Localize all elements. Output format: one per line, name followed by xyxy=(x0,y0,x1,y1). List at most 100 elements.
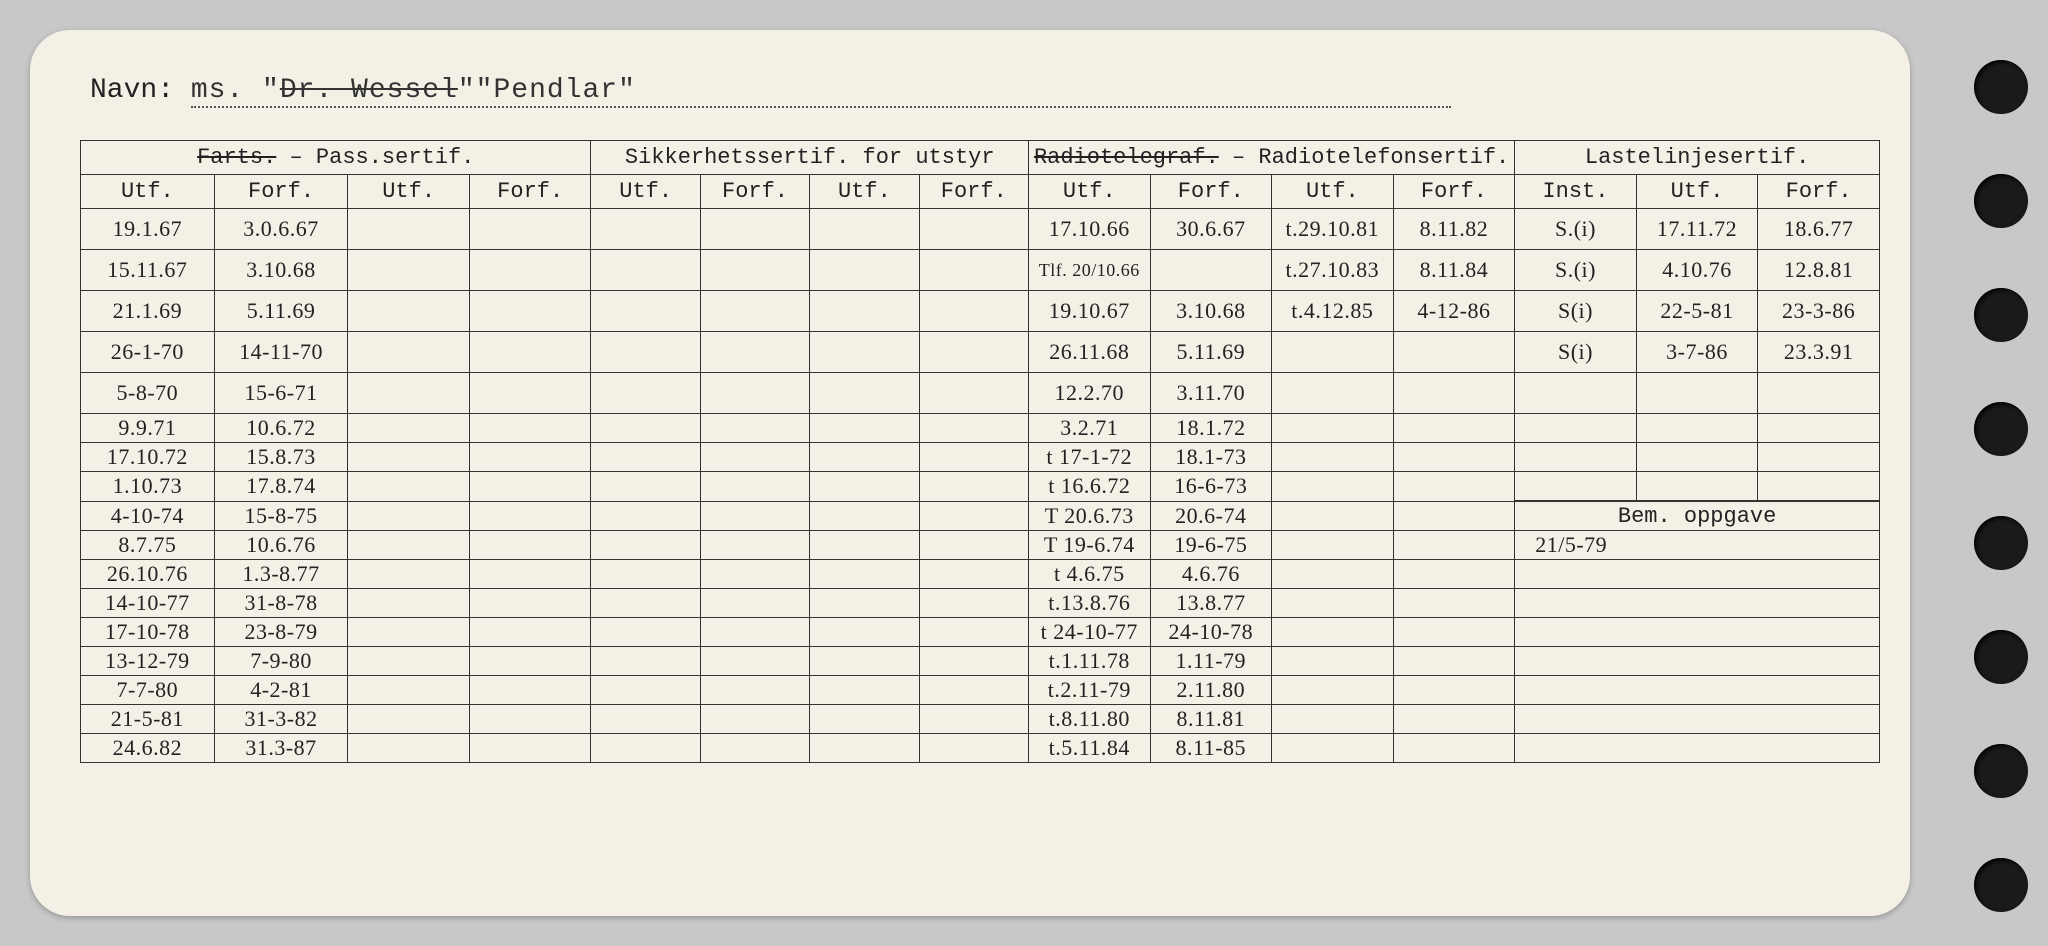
cell: 23.3.91 xyxy=(1758,332,1880,373)
cell xyxy=(348,501,470,531)
hdr-radio: Radiotelegraf. – Radiotelefonsertif. xyxy=(1029,141,1515,175)
cell: 18.6.77 xyxy=(1758,209,1880,250)
cell xyxy=(591,414,700,443)
cell: 31.3-87 xyxy=(214,734,348,763)
cell: 8.11.82 xyxy=(1393,209,1515,250)
cell: 31-8-78 xyxy=(214,589,348,618)
cell xyxy=(1393,734,1515,763)
table-row: 1.10.7317.8.74t 16.6.7216-6-73 xyxy=(81,472,1880,502)
cell: 13.8.77 xyxy=(1150,589,1272,618)
cell xyxy=(1393,647,1515,676)
cell xyxy=(1272,647,1394,676)
cell: 19.1.67 xyxy=(81,209,215,250)
cell: 3.10.68 xyxy=(1150,291,1272,332)
cell: 12.2.70 xyxy=(1029,373,1151,414)
cell: 5.11.69 xyxy=(1150,332,1272,373)
hdr-utf: Utf. xyxy=(348,175,470,209)
cell xyxy=(919,589,1028,618)
cell xyxy=(810,501,919,531)
cell: 16-6-73 xyxy=(1150,472,1272,502)
cell xyxy=(591,209,700,250)
cell xyxy=(1515,443,1637,472)
navn-line: Navn: ms. "Dr. Wessel""Pendlar" xyxy=(90,75,1451,108)
cell xyxy=(1515,472,1637,502)
cell xyxy=(919,676,1028,705)
cell: 24.6.82 xyxy=(81,734,215,763)
cell xyxy=(919,531,1028,560)
cell xyxy=(348,414,470,443)
cell: 8.11.84 xyxy=(1393,250,1515,291)
cell xyxy=(700,209,809,250)
cell xyxy=(348,676,470,705)
cell xyxy=(469,501,591,531)
cell xyxy=(700,618,809,647)
cell xyxy=(1758,472,1880,502)
cell xyxy=(348,618,470,647)
cell: 21-5-81 xyxy=(81,705,215,734)
cell: t.2.11-79 xyxy=(1029,676,1151,705)
cell: Tlf. 20/10.66 xyxy=(1029,250,1151,291)
cell: 2.11.80 xyxy=(1150,676,1272,705)
cell xyxy=(1393,472,1515,502)
cell: 18.1.72 xyxy=(1150,414,1272,443)
cell xyxy=(700,705,809,734)
cell xyxy=(810,705,919,734)
cell xyxy=(1393,414,1515,443)
cell xyxy=(700,414,809,443)
cell xyxy=(591,589,700,618)
cell: 14-10-77 xyxy=(81,589,215,618)
cell xyxy=(919,501,1028,531)
hdr-forf: Forf. xyxy=(214,175,348,209)
cell xyxy=(700,647,809,676)
cell xyxy=(469,291,591,332)
hdr-pass: Farts. – Pass.sertif. xyxy=(81,141,591,175)
cell: 5-8-70 xyxy=(81,373,215,414)
hdr-forf: Forf. xyxy=(700,175,809,209)
cell xyxy=(1393,332,1515,373)
cell xyxy=(591,676,700,705)
cell xyxy=(591,560,700,589)
cell xyxy=(1272,443,1394,472)
cell xyxy=(1393,373,1515,414)
cell xyxy=(348,332,470,373)
cell: 20.6-74 xyxy=(1150,501,1272,531)
cell xyxy=(810,250,919,291)
cell xyxy=(700,589,809,618)
cell xyxy=(469,443,591,472)
cell xyxy=(700,250,809,291)
table-row: 24.6.8231.3-87t.5.11.848.11-85 xyxy=(81,734,1880,763)
cell: t 16.6.72 xyxy=(1029,472,1151,502)
cell xyxy=(810,676,919,705)
cell xyxy=(1515,373,1637,414)
cell: 4-10-74 xyxy=(81,501,215,531)
cell: 23-8-79 xyxy=(214,618,348,647)
cell xyxy=(1272,332,1394,373)
cell xyxy=(1393,618,1515,647)
hdr-forf: Forf. xyxy=(1758,175,1880,209)
cell: T 19-6.74 xyxy=(1029,531,1151,560)
cell xyxy=(591,373,700,414)
cell: t.1.11.78 xyxy=(1029,647,1151,676)
hdr-forf: Forf. xyxy=(919,175,1028,209)
cell: S.(i) xyxy=(1515,250,1637,291)
cell xyxy=(810,647,919,676)
cell xyxy=(1636,472,1758,502)
bem-cell xyxy=(1515,618,1880,647)
cell xyxy=(1393,501,1515,531)
cell xyxy=(700,332,809,373)
cell xyxy=(1393,676,1515,705)
cell xyxy=(810,209,919,250)
cell xyxy=(1636,373,1758,414)
certificate-table: Farts. – Pass.sertif. Sikkerhetssertif. … xyxy=(80,140,1880,763)
cell xyxy=(591,250,700,291)
cell xyxy=(348,531,470,560)
cell xyxy=(1150,250,1272,291)
cell: 15-6-71 xyxy=(214,373,348,414)
cell xyxy=(469,414,591,443)
binder-holes xyxy=(1974,60,2028,912)
cell xyxy=(1272,734,1394,763)
table-row: 13-12-797-9-80t.1.11.781.11-79 xyxy=(81,647,1880,676)
table-row: 26.10.761.3-8.77t 4.6.754.6.76 xyxy=(81,560,1880,589)
cell xyxy=(348,647,470,676)
cell xyxy=(1758,373,1880,414)
